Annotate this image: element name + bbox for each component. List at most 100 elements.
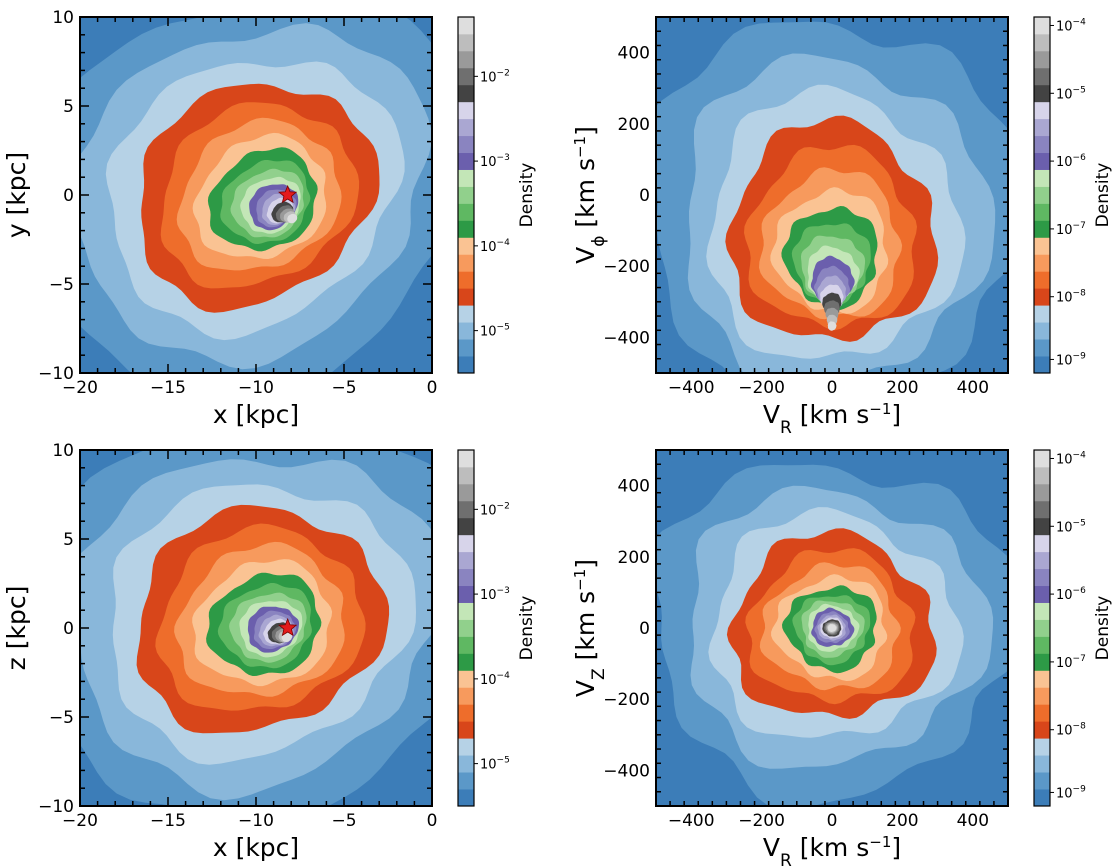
colorbar-segment	[458, 450, 474, 468]
colorbar-tick-label: 10−4	[1056, 17, 1086, 34]
x-axis-label: VR [km s−1]	[763, 400, 901, 438]
colorbar-tick-label: 10−8	[1056, 289, 1086, 306]
colorbar-label: Density	[517, 163, 537, 228]
colorbar: 10−4 10−5 10−6 10−7 10−8 10−9 Density	[1033, 449, 1113, 807]
contour-level-20	[827, 321, 837, 331]
colorbar-label: Density	[1093, 596, 1113, 661]
colorbar-tick-label: 10−8	[1056, 722, 1086, 739]
colorbar-segment	[458, 288, 474, 306]
colorbar-segment	[1034, 450, 1050, 468]
y-tick-label: −400	[603, 761, 650, 781]
colorbar-segment	[458, 670, 474, 688]
colorbar-segment	[458, 118, 474, 137]
x-axis-label: x [kpc]	[213, 400, 299, 429]
y-tick-label: −5	[49, 708, 74, 728]
y-axis-label: y [kpc]	[2, 152, 31, 238]
y-tick-label: 5	[63, 97, 74, 117]
colorbar-segment	[1034, 220, 1050, 238]
colorbar-tick-label: 10−5	[480, 323, 510, 340]
x-tick-label: 200	[886, 378, 918, 398]
panel-top-right: −400 −200 0 200 400 −400 −200 0 200 400 VR [km s−1…	[571, 16, 1113, 438]
colorbar-segment	[1034, 687, 1050, 705]
colorbar-segment	[458, 500, 474, 519]
colorbar-segment	[458, 619, 474, 637]
colorbar-segment	[1034, 254, 1050, 272]
plot-frame	[655, 16, 1009, 374]
colorbar-segment	[1034, 602, 1050, 620]
x-tick-label: −5	[331, 811, 356, 831]
contour-field	[80, 450, 432, 806]
colorbar-segment	[1034, 101, 1050, 120]
x-tick-label: 0	[827, 378, 838, 398]
colorbar-segment	[1034, 534, 1050, 553]
colorbar-segment	[1034, 339, 1050, 357]
contour-level-20	[281, 632, 292, 642]
y-tick-label: −10	[38, 364, 74, 384]
colorbar-segment	[458, 687, 474, 705]
x-axis-label: VR [km s−1]	[763, 833, 901, 868]
colorbar-segment	[458, 534, 474, 553]
colorbar-segment	[1034, 704, 1050, 722]
colorbar-segment	[1034, 305, 1050, 323]
colorbar-segment	[458, 50, 474, 69]
colorbar-segment	[1034, 568, 1050, 587]
x-tick-label: −10	[238, 378, 274, 398]
panel-bottom-right: −400 −200 0 200 400 −400 −200 0 200 400 VR [km s−1…	[571, 449, 1113, 868]
colorbar-tick-label: 10−6	[1056, 586, 1086, 603]
colorbar-segment	[458, 789, 474, 807]
contour-field	[80, 17, 432, 373]
colorbar-segment	[458, 568, 474, 587]
colorbar-segment	[1034, 203, 1050, 221]
y-tick-label: −5	[49, 275, 74, 295]
colorbar-tick-label: 10−2	[480, 501, 510, 518]
colorbar-segment	[458, 203, 474, 221]
colorbar-tick-label: 10−5	[1056, 85, 1086, 102]
x-tick-label: 0	[827, 811, 838, 831]
colorbar-segment	[458, 322, 474, 340]
colorbar-segment	[458, 517, 474, 536]
x-tick-label: −400	[668, 378, 715, 398]
y-tick-label: −200	[603, 690, 650, 710]
y-tick-label: 400	[618, 44, 650, 64]
colorbar-segment	[1034, 721, 1050, 739]
colorbar-segment	[458, 636, 474, 654]
x-tick-label: −200	[738, 811, 785, 831]
contour-field	[656, 450, 1008, 806]
colorbar-segment	[1034, 271, 1050, 289]
y-tick-label: 0	[639, 186, 650, 206]
colorbar-segment	[1034, 755, 1050, 773]
colorbar-tick-label: 10−2	[480, 68, 510, 85]
x-tick-label: −5	[331, 378, 356, 398]
colorbar-segment	[1034, 551, 1050, 570]
colorbar-label: Density	[517, 596, 537, 661]
colorbar-segment	[1034, 33, 1050, 52]
y-tick-label: 200	[618, 548, 650, 568]
colorbar-segment	[1034, 789, 1050, 807]
colorbar-segment	[1034, 17, 1050, 35]
colorbar-segment	[458, 67, 474, 86]
sun-marker-star	[278, 184, 298, 204]
colorbar-segment	[458, 466, 474, 485]
plot-frame	[655, 449, 1009, 807]
colorbar-segment	[458, 653, 474, 671]
axis-ticks	[655, 449, 1009, 807]
colorbar-tick-label: 10−4	[480, 238, 510, 255]
colorbar-segment	[458, 772, 474, 790]
y-tick-label: 200	[618, 115, 650, 135]
colorbar-segment	[458, 356, 474, 374]
x-axis-label: x [kpc]	[213, 833, 299, 862]
colorbar-segment	[458, 551, 474, 570]
y-axis-label: z [kpc]	[2, 586, 31, 671]
colorbar-tick-label: 10−5	[480, 756, 510, 773]
colorbar-tick-label: 10−3	[480, 586, 510, 603]
colorbar-segment	[1034, 288, 1050, 306]
y-tick-label: 5	[63, 530, 74, 550]
colorbar-tick-label: 10−7	[1056, 654, 1086, 671]
colorbar-segment	[458, 271, 474, 289]
colorbar-tick-label: 10−4	[1056, 450, 1086, 467]
x-tick-label: −400	[668, 811, 715, 831]
colorbar-segment	[1034, 585, 1050, 603]
colorbar-segment	[458, 186, 474, 204]
